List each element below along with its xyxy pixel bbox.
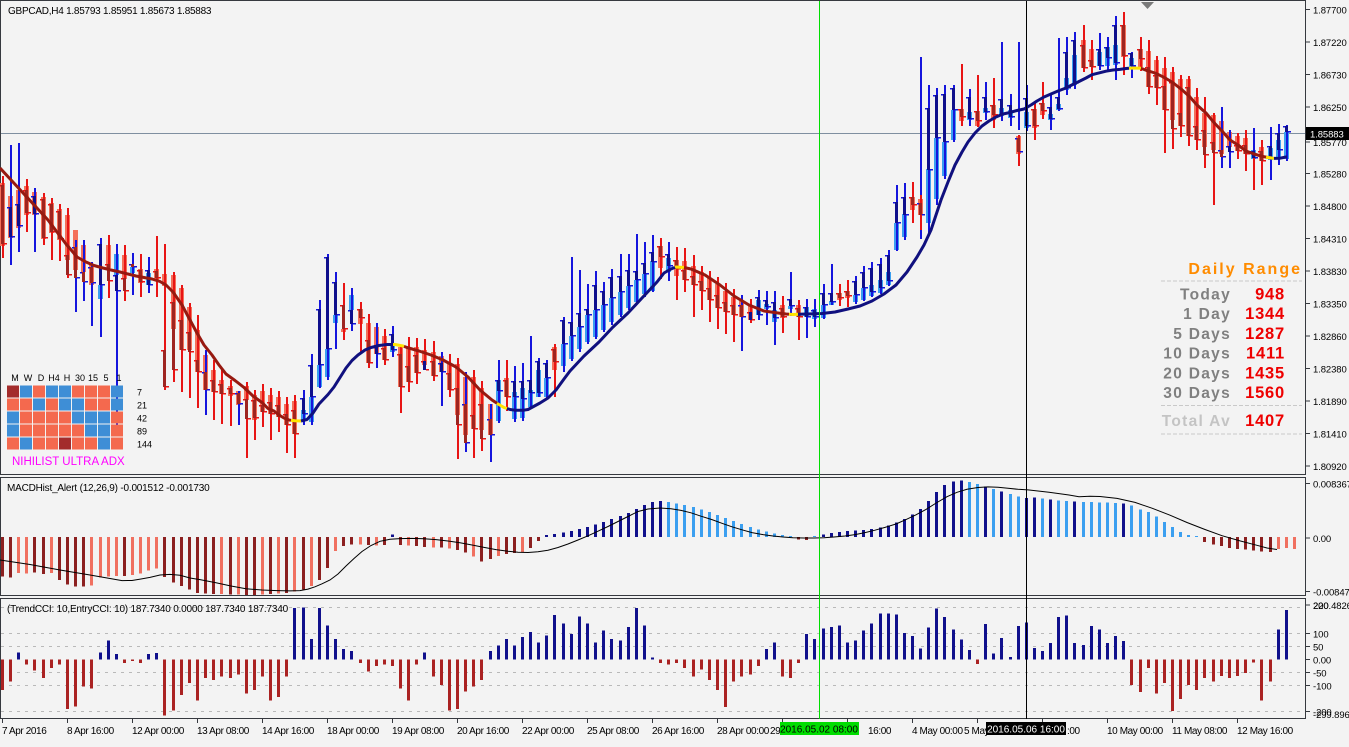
svg-text:1.84800: 1.84800 — [1313, 202, 1347, 213]
svg-text:1407: 1407 — [1245, 412, 1285, 430]
svg-text:Daily Range: Daily Range — [1188, 261, 1302, 278]
svg-text:Total Av: Total Av — [1162, 413, 1231, 430]
svg-text:GBPCAD,H4 1.85793 1.85951 1.8: GBPCAD,H4 1.85793 1.85951 1.85673 1.8588… — [8, 6, 212, 17]
svg-text:H4: H4 — [48, 373, 60, 383]
svg-text:0.00: 0.00 — [1313, 534, 1331, 545]
svg-text:1: 1 — [116, 373, 121, 383]
svg-text:50: 50 — [1313, 643, 1323, 654]
svg-text:16:00: 16:00 — [868, 726, 892, 737]
svg-text:20 Apr 16:00: 20 Apr 16:00 — [457, 726, 510, 737]
svg-text:13 Apr 08:00: 13 Apr 08:00 — [197, 726, 250, 737]
svg-text:15: 15 — [88, 373, 98, 383]
svg-text:D: D — [38, 373, 45, 383]
svg-text:144: 144 — [137, 440, 152, 450]
svg-text:7: 7 — [137, 388, 142, 398]
svg-text:M: M — [11, 373, 19, 383]
svg-text:2016.05.06 16:00: 2016.05.06 16:00 — [987, 725, 1065, 736]
svg-text:26 Apr 16:00: 26 Apr 16:00 — [652, 726, 705, 737]
svg-text:1.87220: 1.87220 — [1313, 38, 1347, 49]
svg-text:948: 948 — [1255, 286, 1285, 304]
svg-text:10 Days: 10 Days — [1163, 346, 1231, 363]
svg-text:1.85883: 1.85883 — [1310, 130, 1344, 141]
svg-text:5 May: 5 May — [964, 726, 990, 737]
svg-text:1.81890: 1.81890 — [1313, 397, 1347, 408]
svg-text:0.008367: 0.008367 — [1313, 480, 1349, 491]
svg-text:1.80920: 1.80920 — [1313, 462, 1347, 473]
svg-text:28 Apr 00:00: 28 Apr 00:00 — [717, 726, 770, 737]
svg-text:42: 42 — [137, 414, 147, 424]
svg-text:1.82860: 1.82860 — [1313, 332, 1347, 343]
svg-text:100: 100 — [1313, 630, 1329, 641]
svg-text:1.86250: 1.86250 — [1313, 103, 1347, 114]
svg-text:-50: -50 — [1313, 669, 1326, 680]
svg-text:1.86730: 1.86730 — [1313, 71, 1347, 82]
svg-text:1 Day: 1 Day — [1183, 306, 1231, 323]
svg-text:10 May 00:00: 10 May 00:00 — [1107, 726, 1164, 737]
svg-text:8 Apr 16:00: 8 Apr 16:00 — [67, 726, 115, 737]
svg-text:1.84310: 1.84310 — [1313, 235, 1347, 246]
svg-text:1.85280: 1.85280 — [1313, 170, 1347, 181]
svg-text:NIHILIST ULTRA ADX: NIHILIST ULTRA ADX — [12, 456, 125, 468]
svg-text:1.83350: 1.83350 — [1313, 300, 1347, 311]
svg-text:-0.00847: -0.00847 — [1313, 588, 1349, 599]
svg-text:220: 220 — [1313, 601, 1329, 612]
svg-text:25 Apr 08:00: 25 Apr 08:00 — [587, 726, 640, 737]
svg-text:200.4826: 200.4826 — [1313, 601, 1349, 612]
svg-text:1.87700: 1.87700 — [1313, 6, 1347, 17]
svg-text:W: W — [24, 373, 33, 383]
svg-text:21: 21 — [137, 401, 147, 411]
svg-text:1.85770: 1.85770 — [1313, 138, 1347, 149]
svg-text:MACDHist_Alert (12,26,9) -0.0: MACDHist_Alert (12,26,9) -0.001512 -0.00… — [7, 483, 210, 494]
svg-text:1411: 1411 — [1246, 345, 1285, 363]
svg-text:22 Apr 00:00: 22 Apr 00:00 — [522, 726, 575, 737]
svg-text:1.82380: 1.82380 — [1313, 365, 1347, 376]
svg-text:1560: 1560 — [1245, 384, 1285, 402]
svg-text:14 Apr 16:00: 14 Apr 16:00 — [262, 726, 315, 737]
svg-text:1.83830: 1.83830 — [1313, 267, 1347, 278]
svg-text:89: 89 — [137, 427, 147, 437]
svg-text:Today: Today — [1180, 287, 1231, 304]
svg-text:7 Apr 2016: 7 Apr 2016 — [2, 726, 47, 737]
svg-text:H: H — [64, 373, 71, 383]
svg-text:18 Apr 00:00: 18 Apr 00:00 — [327, 726, 380, 737]
svg-text:1435: 1435 — [1245, 364, 1285, 382]
svg-text:20 Days: 20 Days — [1163, 365, 1231, 382]
svg-text:12 May 16:00: 12 May 16:00 — [1237, 726, 1294, 737]
svg-text:12 Apr 00:00: 12 Apr 00:00 — [132, 726, 185, 737]
svg-text:19 Apr 08:00: 19 Apr 08:00 — [392, 726, 445, 737]
svg-text::00: :00 — [1067, 726, 1081, 737]
svg-text:2016.05.02 08:00: 2016.05.02 08:00 — [780, 725, 858, 736]
svg-text:30 Days: 30 Days — [1163, 385, 1231, 402]
svg-text:11 May 08:00: 11 May 08:00 — [1172, 726, 1228, 737]
svg-text:5 Days: 5 Days — [1173, 326, 1231, 343]
svg-text:1344: 1344 — [1245, 305, 1285, 323]
svg-text:1.81410: 1.81410 — [1313, 430, 1347, 441]
svg-text:29: 29 — [770, 726, 781, 737]
svg-text:-200: -200 — [1313, 708, 1332, 719]
svg-text:(TrendCCI: 10,EntryCCI: 10) 1: (TrendCCI: 10,EntryCCI: 10) 187.7340 0.0… — [7, 604, 289, 615]
svg-text:30: 30 — [75, 373, 85, 383]
svg-text:5: 5 — [103, 373, 108, 383]
svg-text:1287: 1287 — [1245, 325, 1285, 343]
svg-text:-100: -100 — [1313, 682, 1332, 693]
svg-text:4 May 00:00: 4 May 00:00 — [912, 726, 963, 737]
svg-text:0.00: 0.00 — [1313, 656, 1331, 667]
